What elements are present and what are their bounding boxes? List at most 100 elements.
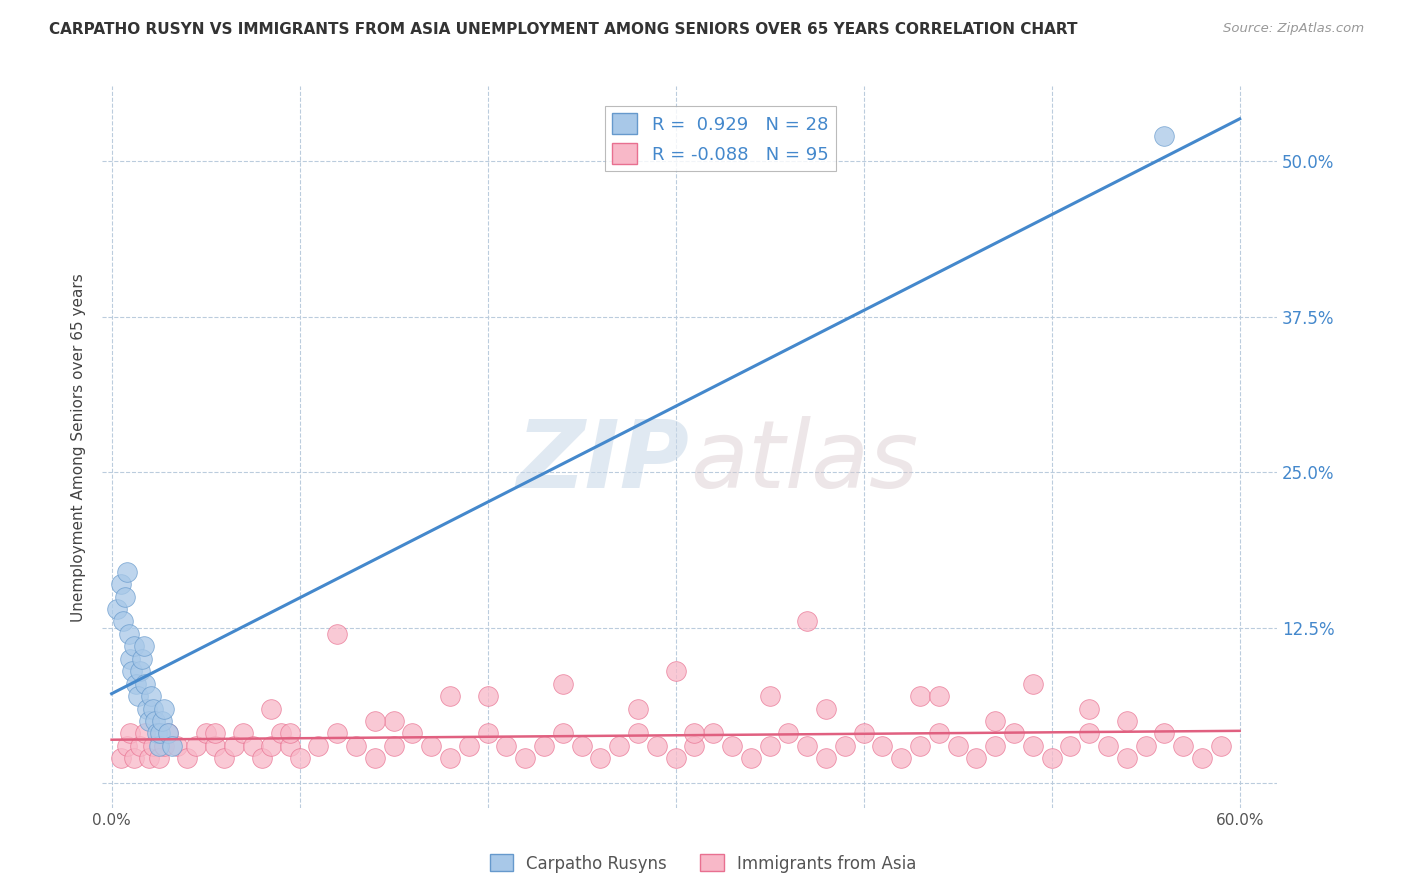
Point bbox=[1191, 751, 1213, 765]
Point bbox=[665, 664, 688, 678]
Point bbox=[166, 739, 188, 753]
Point bbox=[142, 739, 165, 753]
Point bbox=[186, 739, 208, 753]
Point bbox=[1059, 739, 1081, 753]
Point bbox=[1153, 726, 1175, 740]
Point bbox=[571, 739, 593, 753]
Point bbox=[138, 714, 160, 728]
Text: Source: ZipAtlas.com: Source: ZipAtlas.com bbox=[1223, 22, 1364, 36]
Point bbox=[1153, 129, 1175, 144]
Point bbox=[105, 602, 128, 616]
Point bbox=[278, 726, 301, 740]
Point bbox=[145, 726, 167, 740]
Point bbox=[128, 739, 150, 753]
Point bbox=[307, 739, 329, 753]
Point bbox=[143, 714, 166, 728]
Point bbox=[153, 739, 176, 753]
Point bbox=[1209, 739, 1232, 753]
Point bbox=[250, 751, 273, 765]
Point bbox=[214, 751, 236, 765]
Point bbox=[1115, 751, 1137, 765]
Point bbox=[627, 701, 650, 715]
Point bbox=[607, 739, 630, 753]
Point bbox=[150, 714, 173, 728]
Point bbox=[515, 751, 537, 765]
Point bbox=[364, 714, 387, 728]
Text: atlas: atlas bbox=[690, 417, 918, 508]
Point bbox=[127, 689, 149, 703]
Point bbox=[1135, 739, 1157, 753]
Point bbox=[928, 726, 950, 740]
Point bbox=[382, 739, 405, 753]
Point bbox=[132, 640, 155, 654]
Point bbox=[204, 739, 226, 753]
Point bbox=[702, 726, 724, 740]
Point bbox=[495, 739, 517, 753]
Point bbox=[551, 726, 574, 740]
Point bbox=[721, 739, 744, 753]
Point bbox=[1040, 751, 1063, 765]
Point bbox=[326, 627, 349, 641]
Point bbox=[120, 652, 142, 666]
Point bbox=[120, 726, 142, 740]
Point bbox=[364, 751, 387, 765]
Legend: R =  0.929   N = 28, R = -0.088   N = 95: R = 0.929 N = 28, R = -0.088 N = 95 bbox=[605, 106, 835, 171]
Point bbox=[122, 751, 145, 765]
Point bbox=[439, 689, 461, 703]
Point bbox=[1002, 726, 1025, 740]
Point bbox=[946, 739, 969, 753]
Point bbox=[852, 726, 875, 740]
Point bbox=[683, 726, 706, 740]
Point bbox=[270, 726, 292, 740]
Point bbox=[439, 751, 461, 765]
Point bbox=[1022, 739, 1045, 753]
Point bbox=[928, 689, 950, 703]
Point bbox=[533, 739, 555, 753]
Point bbox=[156, 726, 179, 740]
Point bbox=[125, 676, 148, 690]
Point bbox=[965, 751, 987, 765]
Point bbox=[232, 726, 254, 740]
Point bbox=[683, 739, 706, 753]
Point bbox=[204, 726, 226, 740]
Point bbox=[148, 751, 170, 765]
Point bbox=[278, 739, 301, 753]
Point bbox=[551, 676, 574, 690]
Point bbox=[420, 739, 443, 753]
Point bbox=[815, 701, 838, 715]
Point bbox=[834, 739, 856, 753]
Point bbox=[260, 739, 283, 753]
Point bbox=[890, 751, 912, 765]
Point bbox=[796, 739, 818, 753]
Point bbox=[1097, 739, 1119, 753]
Point bbox=[136, 701, 159, 715]
Point bbox=[128, 664, 150, 678]
Point bbox=[758, 739, 780, 753]
Point bbox=[110, 751, 132, 765]
Point bbox=[148, 739, 170, 753]
Point bbox=[242, 739, 264, 753]
Point bbox=[872, 739, 894, 753]
Point bbox=[176, 751, 198, 765]
Point bbox=[382, 714, 405, 728]
Point bbox=[740, 751, 762, 765]
Point bbox=[288, 751, 311, 765]
Point bbox=[142, 701, 165, 715]
Point bbox=[665, 751, 688, 765]
Point bbox=[139, 689, 162, 703]
Point bbox=[908, 739, 931, 753]
Point bbox=[1078, 701, 1101, 715]
Point bbox=[121, 664, 143, 678]
Point bbox=[131, 652, 153, 666]
Point bbox=[477, 726, 499, 740]
Point bbox=[117, 627, 139, 641]
Point bbox=[477, 689, 499, 703]
Text: ZIP: ZIP bbox=[517, 416, 690, 508]
Point bbox=[149, 726, 172, 740]
Point bbox=[153, 701, 176, 715]
Point bbox=[796, 615, 818, 629]
Point bbox=[457, 739, 479, 753]
Point bbox=[1173, 739, 1195, 753]
Point bbox=[778, 726, 800, 740]
Point bbox=[645, 739, 668, 753]
